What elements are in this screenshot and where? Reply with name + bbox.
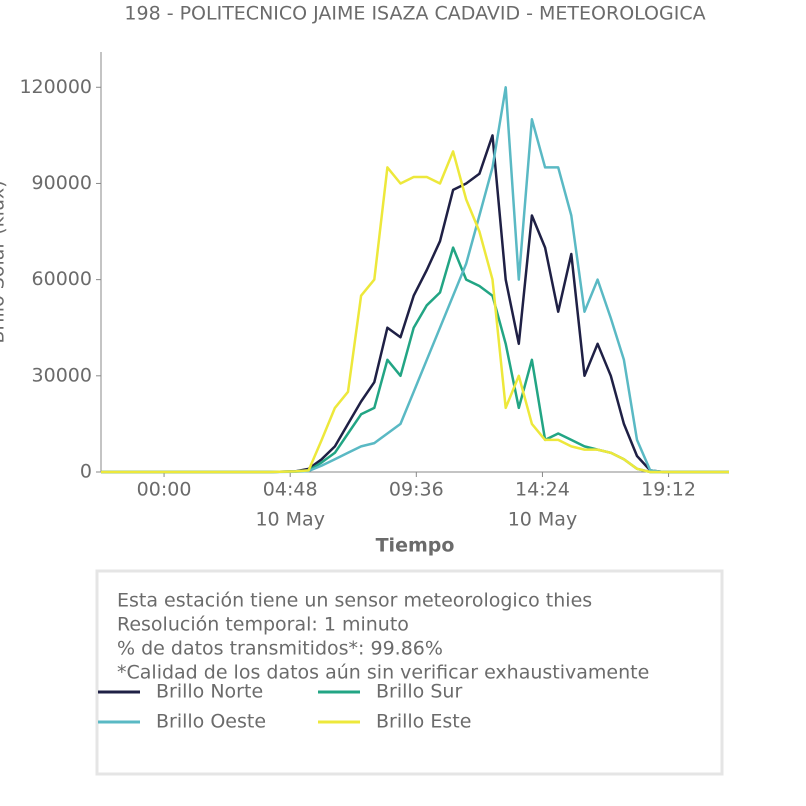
x-tick-date: 10 May	[255, 509, 325, 531]
series-line	[101, 134, 729, 474]
info-text: % de datos transmitidos*: 99.86%	[117, 638, 443, 660]
x-tick-label: 19:12	[641, 479, 696, 501]
x-tick-label: 04:48	[263, 479, 318, 501]
series-line	[101, 246, 729, 474]
chart-title: 198 - POLITECNICO JAIME ISAZA CADAVID - …	[124, 3, 705, 25]
y-tick-label: 60000	[32, 268, 92, 290]
x-tick-label: 00:00	[137, 479, 192, 501]
x-tick-label: 09:36	[389, 479, 444, 501]
y-tick-label: 90000	[32, 172, 92, 194]
series-line	[101, 86, 729, 474]
info-text: Resolución temporal: 1 minuto	[117, 614, 409, 636]
y-tick-label: 0	[80, 461, 92, 483]
legend-label: Brillo Este	[376, 711, 471, 733]
series-line	[101, 150, 729, 474]
x-tick-date: 10 May	[508, 509, 578, 531]
legend-label: Brillo Oeste	[156, 711, 266, 733]
x-tick-label: 14:24	[515, 479, 570, 501]
info-text: *Calidad de los datos aún sin verificar …	[117, 662, 649, 684]
legend-label: Brillo Sur	[376, 681, 462, 703]
legend-label: Brillo Norte	[156, 681, 263, 703]
info-text: Esta estación tiene un sensor meteorolog…	[117, 590, 592, 612]
y-axis-label: Brillo Solar (klux)	[0, 180, 9, 343]
y-tick-label: 120000	[19, 76, 92, 98]
y-tick-label: 30000	[32, 364, 92, 386]
x-axis-label: Tiempo	[376, 535, 455, 557]
info-box	[95, 569, 724, 776]
